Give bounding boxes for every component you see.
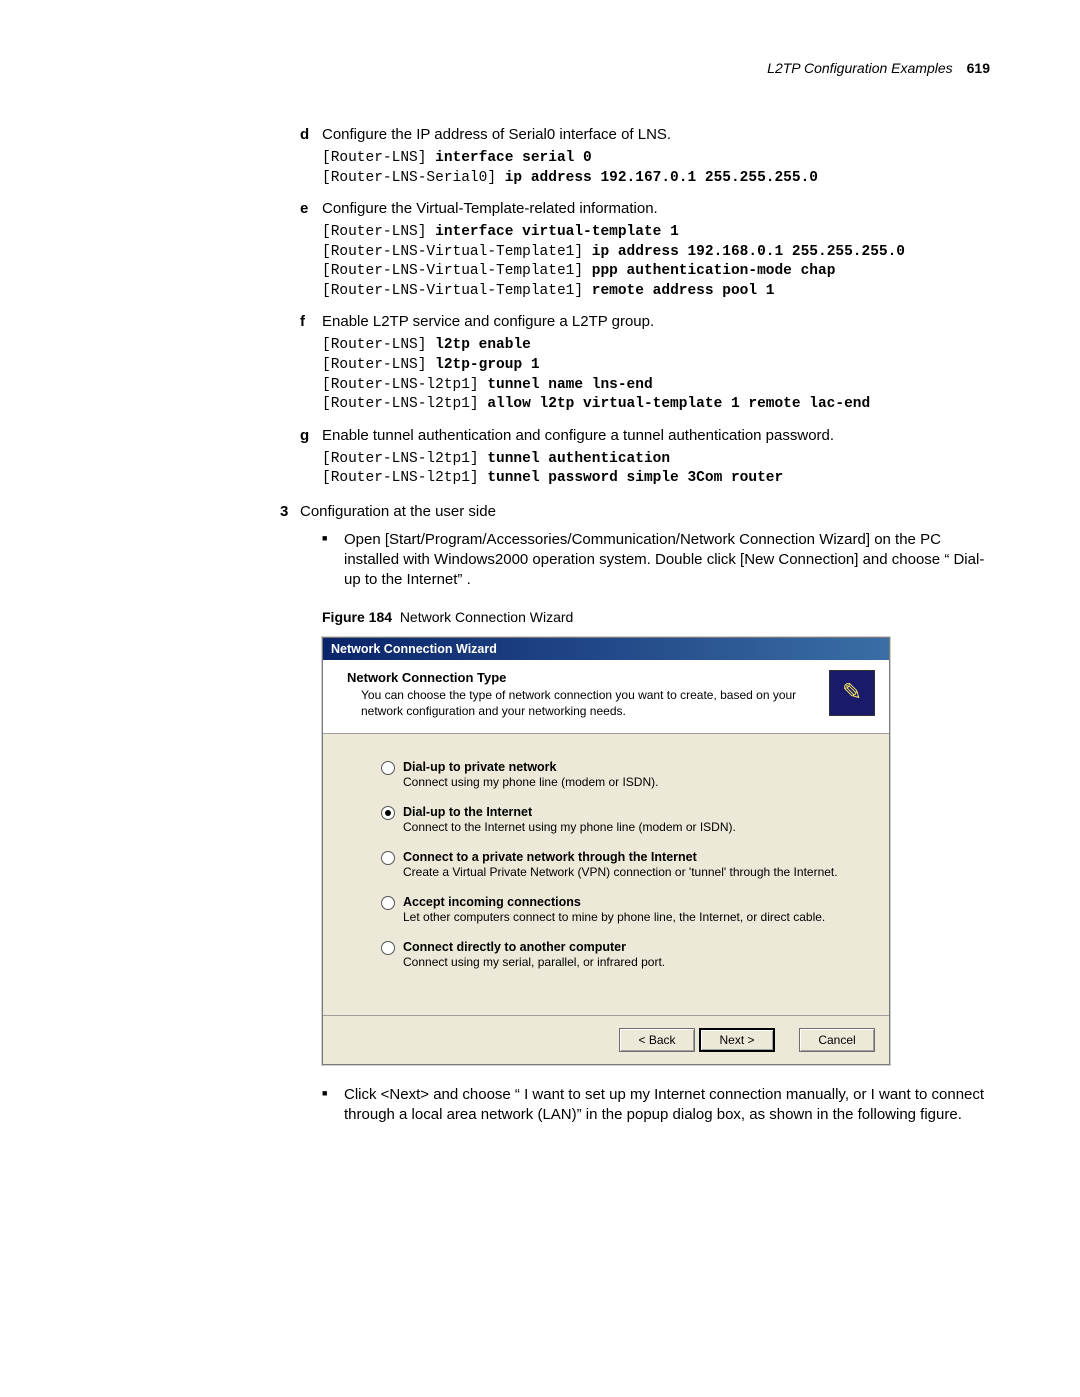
step-text: Enable tunnel authentication and configu… [322, 427, 834, 444]
wizard-option[interactable]: Connect to a private network through the… [381, 850, 859, 879]
wizard-option[interactable]: Dial-up to private networkConnect using … [381, 760, 859, 789]
step-text: Configure the Virtual-Template-related i… [322, 200, 658, 217]
header-pagenum: 619 [967, 60, 990, 76]
wizard-head-sub: You can choose the type of network conne… [361, 687, 817, 719]
wizard-header: Network Connection Type You can choose t… [323, 660, 889, 734]
step-e: eConfigure the Virtual-Template-related … [300, 200, 990, 217]
page-header: L2TP Configuration Examples 619 [90, 60, 990, 76]
radio-icon[interactable] [381, 761, 395, 775]
option-desc: Let other computers connect to mine by p… [403, 910, 859, 924]
radio-icon[interactable] [381, 806, 395, 820]
radio-icon[interactable] [381, 941, 395, 955]
option-desc: Create a Virtual Private Network (VPN) c… [403, 865, 859, 879]
bullet-1: Open [Start/Program/Accessories/Communic… [322, 530, 990, 591]
wizard-titlebar: Network Connection Wizard [323, 638, 889, 660]
bullet-2: Click <Next> and choose “ I want to set … [322, 1085, 990, 1126]
step-letter: f [300, 313, 322, 330]
step-text: Configure the IP address of Serial0 inte… [322, 126, 671, 143]
option-desc: Connect to the Internet using my phone l… [403, 820, 859, 834]
wizard-option[interactable]: Connect directly to another computerConn… [381, 940, 859, 969]
option-title: Dial-up to private network [403, 760, 859, 774]
step-e-cmd: [Router-LNS] interface virtual-template … [322, 223, 990, 301]
figure-caption: Figure 184 Network Connection Wizard [322, 609, 990, 625]
step-letter: g [300, 427, 322, 444]
header-section: L2TP Configuration Examples [767, 60, 952, 76]
option-title: Dial-up to the Internet [403, 805, 859, 819]
wizard-footer: < BackNext > Cancel [323, 1015, 889, 1064]
step-d: dConfigure the IP address of Serial0 int… [300, 126, 990, 143]
step-g: gEnable tunnel authentication and config… [300, 427, 990, 444]
step-d-cmd: [Router-LNS] interface serial 0 [Router-… [322, 149, 990, 188]
radio-icon[interactable] [381, 851, 395, 865]
figure-label: Figure 184 [322, 609, 392, 625]
wizard-pen-icon: ✎ [829, 670, 875, 716]
option-title: Connect directly to another computer [403, 940, 859, 954]
next-button[interactable]: Next > [699, 1028, 775, 1052]
step-letter: d [300, 126, 322, 143]
radio-icon[interactable] [381, 896, 395, 910]
wizard-body: Dial-up to private networkConnect using … [323, 734, 889, 1015]
num-label: 3 [280, 503, 300, 520]
option-desc: Connect using my phone line (modem or IS… [403, 775, 859, 789]
option-title: Connect to a private network through the… [403, 850, 859, 864]
option-title: Accept incoming connections [403, 895, 859, 909]
step-g-cmd: [Router-LNS-l2tp1] tunnel authentication… [322, 450, 990, 489]
step-f: fEnable L2TP service and configure a L2T… [300, 313, 990, 330]
wizard-option[interactable]: Dial-up to the InternetConnect to the In… [381, 805, 859, 834]
cancel-button[interactable]: Cancel [799, 1028, 875, 1052]
wizard-option[interactable]: Accept incoming connectionsLet other com… [381, 895, 859, 924]
wizard-dialog: Network Connection Wizard Network Connec… [322, 637, 890, 1065]
wizard-head-title: Network Connection Type [347, 670, 817, 685]
step-text: Enable L2TP service and configure a L2TP… [322, 313, 654, 330]
step-letter: e [300, 200, 322, 217]
option-desc: Connect using my serial, parallel, or in… [403, 955, 859, 969]
back-button[interactable]: < Back [619, 1028, 695, 1052]
step-f-cmd: [Router-LNS] l2tp enable [Router-LNS] l2… [322, 336, 990, 414]
figure-text: Network Connection Wizard [400, 609, 574, 625]
numstep-3: 3Configuration at the user side [280, 503, 990, 520]
num-text: Configuration at the user side [300, 503, 496, 520]
